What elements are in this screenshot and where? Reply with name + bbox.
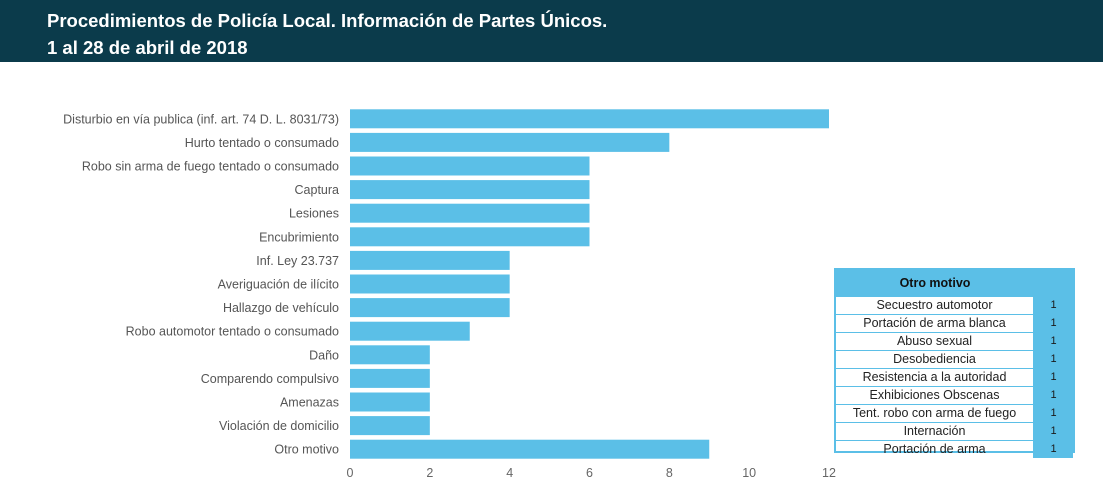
category-label: Lesiones <box>289 207 339 221</box>
bar <box>350 321 470 341</box>
table-row-label: Resistencia a la autoridad <box>836 369 1034 386</box>
category-label: Amenazas <box>280 396 339 410</box>
table-row-value: 1 <box>1034 441 1073 458</box>
category-label: Encubrimiento <box>259 230 339 244</box>
table-row-value: 1 <box>1034 333 1073 350</box>
bar-chart: Disturbio en vía publica (inf. art. 74 D… <box>63 109 836 480</box>
category-label: Otro motivo <box>274 443 339 457</box>
category-label: Comparendo compulsivo <box>201 372 339 386</box>
table-row: Resistencia a la autoridad 1 <box>836 368 1073 386</box>
x-tick-label: 0 <box>347 466 354 480</box>
bar <box>350 298 510 318</box>
category-label: Violación de domicilio <box>219 419 339 433</box>
table-row: Internación 1 <box>836 422 1073 440</box>
table-row-label: Internación <box>836 423 1034 440</box>
bar <box>350 250 510 270</box>
category-label: Robo automotor tentado o consumado <box>126 325 339 339</box>
table-row-value: 1 <box>1034 369 1073 386</box>
table-row-value: 1 <box>1034 351 1073 368</box>
x-tick-label: 8 <box>666 466 673 480</box>
category-label: Hallazgo de vehículo <box>223 301 339 315</box>
table-row: Abuso sexual 1 <box>836 332 1073 350</box>
table-row: Portación de arma 1 <box>836 440 1073 458</box>
category-label: Inf. Ley 23.737 <box>256 254 339 268</box>
chart-header: Procedimientos de Policía Local. Informa… <box>0 0 1103 62</box>
table-row-label: Desobediencia <box>836 351 1034 368</box>
bar <box>350 368 430 388</box>
category-label: Captura <box>295 183 340 197</box>
table-header: Otro motivo <box>836 270 1073 296</box>
table-row: Exhibiciones Obscenas 1 <box>836 386 1073 404</box>
table-row-label: Portación de arma <box>836 441 1034 458</box>
table-row-value: 1 <box>1034 405 1073 422</box>
bar <box>350 274 510 294</box>
x-tick-label: 12 <box>822 466 836 480</box>
bar <box>350 416 430 436</box>
table-body: Secuestro automotor 1 Portación de arma bl… <box>836 296 1073 458</box>
table-row: Tent. robo con arma de fuego 1 <box>836 404 1073 422</box>
category-label: Robo sin arma de fuego tentado o consuma… <box>82 160 339 174</box>
bar <box>350 227 590 247</box>
bar <box>350 203 590 223</box>
table-title: Otro motivo <box>899 276 971 290</box>
bar <box>350 345 430 365</box>
table-row: Secuestro automotor 1 <box>836 296 1073 314</box>
table-row-value: 1 <box>1034 297 1073 314</box>
bar <box>350 180 590 200</box>
chart-title: Procedimientos de Policía Local. Informa… <box>47 10 608 31</box>
table-row-label: Abuso sexual <box>836 333 1034 350</box>
category-label: Daño <box>309 348 339 362</box>
otro-motivo-table: Otro motivo Secuestro automotor 1 Portació… <box>834 268 1075 458</box>
x-tick-label: 2 <box>426 466 433 480</box>
table-row: Desobediencia 1 <box>836 350 1073 368</box>
table-row-value: 1 <box>1034 423 1073 440</box>
x-tick-label: 4 <box>506 466 513 480</box>
table-row-label: Exhibiciones Obscenas <box>836 387 1034 404</box>
bar <box>350 132 670 152</box>
category-label: Averiguación de ilícito <box>218 278 339 292</box>
category-label: Hurto tentado o consumado <box>185 136 339 150</box>
category-label: Disturbio en vía publica (inf. art. 74 D… <box>63 112 339 126</box>
x-tick-label: 10 <box>742 466 756 480</box>
table-row-value: 1 <box>1034 387 1073 404</box>
chart-subtitle: 1 al 28 de abril de 2018 <box>47 37 248 58</box>
table-row-label: Secuestro automotor <box>836 297 1034 314</box>
table-row-label: Tent. robo con arma de fuego <box>836 405 1034 422</box>
bar <box>350 439 710 459</box>
x-tick-label: 6 <box>586 466 593 480</box>
table-row: Portación de arma blanca 1 <box>836 314 1073 332</box>
bar <box>350 109 829 129</box>
bar <box>350 392 430 412</box>
bar <box>350 156 590 176</box>
table-row-value: 1 <box>1034 315 1073 332</box>
table-row-label: Portación de arma blanca <box>836 315 1034 332</box>
